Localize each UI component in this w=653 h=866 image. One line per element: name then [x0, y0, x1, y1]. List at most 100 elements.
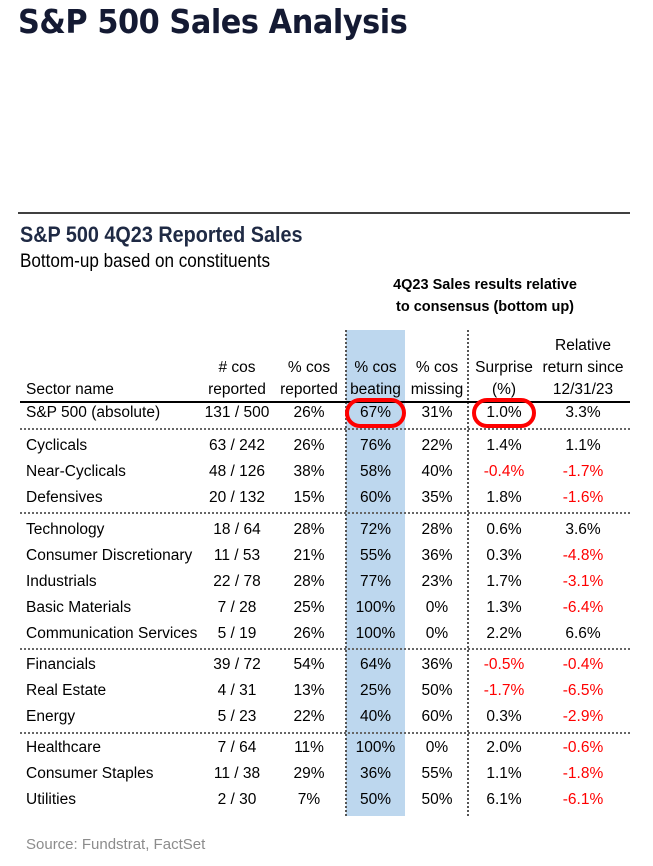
cell-num-reported: 4 / 31: [217, 682, 257, 699]
group-divider: [20, 648, 630, 650]
cell-num-reported: 5 / 19: [217, 625, 257, 642]
group-divider: [20, 512, 630, 514]
cell-pct-reported: 15%: [293, 489, 325, 506]
cell-num-reported: 5 / 23: [217, 708, 257, 725]
cell-pct-missing: 35%: [421, 489, 453, 506]
highlight-circle-surprise: [472, 398, 536, 428]
cell-num-reported: 63 / 242: [208, 437, 266, 454]
cell-pct-beating: 60%: [359, 489, 392, 506]
table-row: Energy 5 / 23 22% 40% 60% 0.3% -2.9%: [0, 705, 653, 731]
table-row: Cyclicals 63 / 242 26% 76% 22% 1.4% 1.1%: [0, 434, 653, 460]
cell-pct-beating: 72%: [359, 521, 392, 538]
cell-num-reported: 11 / 38: [213, 765, 261, 782]
cell-pct-reported: 28%: [293, 521, 325, 538]
cell-surprise: -0.5%: [483, 656, 525, 673]
header-sector: Sector name: [26, 381, 114, 398]
top-divider: [18, 212, 630, 214]
cell-surprise: 0.3%: [486, 547, 522, 564]
cell-pct-beating: 76%: [359, 437, 392, 454]
column-divider: [467, 330, 469, 816]
cell-pct-beating: 64%: [359, 656, 392, 673]
cell-pct-reported: 21%: [293, 547, 325, 564]
cell-pct-reported: 26%: [293, 404, 325, 421]
cell-pct-reported: 38%: [293, 463, 325, 480]
cell-num-reported: 11 / 53: [213, 547, 261, 564]
table-row: Communication Services 5 / 19 26% 100% 0% 2.2…: [0, 622, 653, 648]
cell-pct-beating: 36%: [359, 765, 392, 782]
cell-sector: Industrials: [26, 573, 97, 590]
cell-relative-return: -1.7%: [562, 463, 604, 480]
cell-surprise: 1.3%: [486, 599, 522, 616]
header-line: Surprise: [475, 359, 533, 376]
cell-surprise: 0.3%: [486, 708, 522, 725]
cell-pct-reported: 22%: [293, 708, 325, 725]
header-line: beating: [350, 381, 401, 398]
header-line: # cos: [218, 359, 256, 376]
cell-sector: Consumer Staples: [26, 765, 154, 782]
cell-relative-return: -1.6%: [562, 489, 604, 506]
cell-pct-beating: 67%: [359, 404, 392, 421]
cell-pct-reported: 13%: [293, 682, 325, 699]
cell-pct-beating: 100%: [355, 599, 396, 616]
cell-pct-beating: 25%: [359, 682, 392, 699]
cell-pct-reported: 29%: [293, 765, 325, 782]
cell-pct-missing: 36%: [421, 656, 453, 673]
cell-surprise: 2.2%: [486, 625, 522, 642]
cell-pct-reported: 28%: [293, 573, 325, 590]
cell-relative-return: -0.6%: [562, 739, 604, 756]
cell-surprise: 1.8%: [486, 489, 522, 506]
group-divider: [20, 732, 630, 734]
cell-pct-beating: 77%: [359, 573, 392, 590]
table-row: Consumer Staples 11 / 38 29% 36% 55% 1.1% -1.8…: [0, 762, 653, 788]
cell-sector: Defensives: [26, 489, 103, 506]
cell-surprise: 2.0%: [486, 739, 522, 756]
cell-num-reported: 2 / 30: [217, 791, 257, 808]
table-row: Industrials 22 / 78 28% 77% 23% 1.7% -3.1%: [0, 570, 653, 596]
cell-surprise: -1.7%: [483, 682, 525, 699]
cell-pct-missing: 0%: [425, 739, 449, 756]
cell-relative-return: -3.1%: [562, 573, 604, 590]
page-title: S&P 500 Sales Analysis: [18, 2, 408, 41]
cell-relative-return: -6.5%: [562, 682, 604, 699]
header-pct-reported: % cos reported: [276, 357, 342, 401]
cell-num-reported: 48 / 126: [208, 463, 266, 480]
cell-pct-beating: 55%: [359, 547, 392, 564]
cell-num-reported: 20 / 132: [208, 489, 266, 506]
cell-pct-beating: 40%: [359, 708, 392, 725]
cell-pct-beating: 100%: [355, 739, 396, 756]
cell-num-reported: 7 / 28: [217, 599, 257, 616]
cell-num-reported: 131 / 500: [204, 404, 270, 421]
cell-pct-missing: 55%: [421, 765, 453, 782]
cell-pct-beating: 100%: [355, 625, 396, 642]
cell-pct-missing: 36%: [421, 547, 453, 564]
cell-relative-return: 3.6%: [565, 521, 601, 538]
header-line: % cos: [287, 359, 331, 376]
header-line: % cos: [415, 359, 459, 376]
group-header-line1: 4Q23 Sales results relative: [393, 277, 577, 293]
header-line: % cos: [354, 359, 397, 376]
cell-num-reported: 22 / 78: [213, 573, 261, 590]
cell-num-reported: 7 / 64: [217, 739, 257, 756]
cell-surprise: 1.4%: [486, 437, 522, 454]
cell-sector: Consumer Discretionary: [26, 547, 193, 564]
header-pct-missing: % cos missing: [406, 357, 468, 401]
table-row: Technology 18 / 64 28% 72% 28% 0.6% 3.6%: [0, 518, 653, 544]
table-row: Basic Materials 7 / 28 25% 100% 0% 1.3% -6.4%: [0, 596, 653, 622]
source-note: Source: Fundstrat, FactSet: [26, 836, 206, 853]
table-title: S&P 500 4Q23 Reported Sales: [20, 222, 303, 247]
header-pct-beating: % cos beating: [346, 357, 405, 401]
cell-pct-reported: 54%: [293, 656, 325, 673]
cell-sector: Financials: [26, 656, 96, 673]
cell-sector: Communication Services: [26, 625, 198, 642]
cell-pct-missing: 0%: [425, 625, 449, 642]
cell-pct-reported: 26%: [293, 437, 325, 454]
header-line: Relative: [555, 337, 611, 354]
cell-pct-missing: 31%: [421, 404, 453, 421]
cell-pct-reported: 7%: [297, 791, 321, 808]
cell-pct-missing: 0%: [425, 599, 449, 616]
cell-pct-missing: 50%: [421, 682, 453, 699]
cell-relative-return: -0.4%: [562, 656, 604, 673]
cell-relative-return: -2.9%: [562, 708, 604, 725]
cell-sector: Utilities: [26, 791, 76, 808]
cell-pct-reported: 11%: [294, 739, 324, 756]
